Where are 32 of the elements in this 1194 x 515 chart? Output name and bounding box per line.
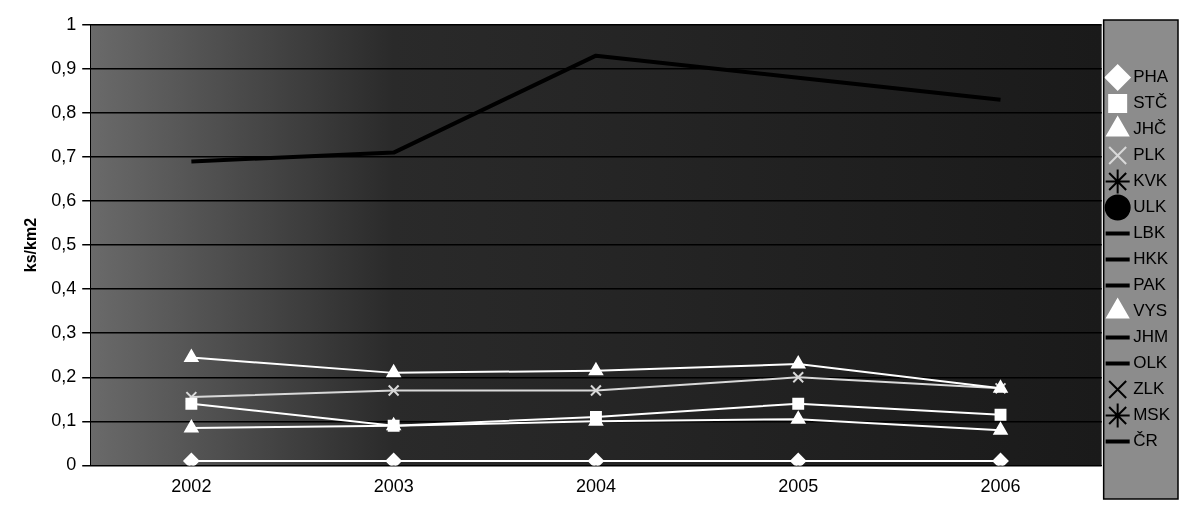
y-axis-title: ks/km2: [22, 217, 40, 273]
x-tick-label: 2005: [778, 476, 819, 497]
legend-label: ČR: [1133, 431, 1158, 451]
x-tick-label: 2002: [171, 476, 212, 497]
y-tick-label: 0,1: [51, 410, 77, 431]
legend-label: PHA: [1133, 67, 1169, 87]
legend-label: OLK: [1133, 353, 1168, 373]
y-tick-label: 0,9: [51, 57, 77, 78]
y-tick-label: 0,5: [51, 234, 77, 255]
legend-label: JHČ: [1133, 119, 1167, 139]
y-tick-label: 0,3: [51, 322, 77, 343]
legend-label: VYS: [1133, 301, 1168, 321]
legend-label: MSK: [1133, 405, 1171, 425]
y-tick-label: 0,6: [51, 190, 77, 211]
x-tick-label: 2004: [575, 476, 616, 497]
x-tick-label: 2003: [373, 476, 414, 497]
y-tick-label: 0,4: [51, 278, 77, 299]
x-tick-label: 2006: [980, 476, 1021, 497]
y-tick-label: 0,7: [51, 145, 77, 166]
legend-label: STČ: [1133, 93, 1168, 113]
legend-label: KVK: [1133, 171, 1168, 191]
y-tick-label: 0,8: [51, 101, 77, 122]
legend-label: PAK: [1133, 275, 1167, 295]
y-tick-label: 0,2: [51, 366, 77, 387]
legend-label: HKK: [1133, 249, 1169, 269]
y-tick-label: 1: [66, 13, 77, 34]
legend-label: ULK: [1133, 197, 1167, 217]
legend-label: PLK: [1133, 145, 1166, 165]
y-tick-label: 0: [66, 454, 77, 475]
legend-label: LBK: [1133, 223, 1166, 243]
legend-label: JHM: [1133, 327, 1169, 347]
legend-label: ZLK: [1133, 379, 1165, 399]
